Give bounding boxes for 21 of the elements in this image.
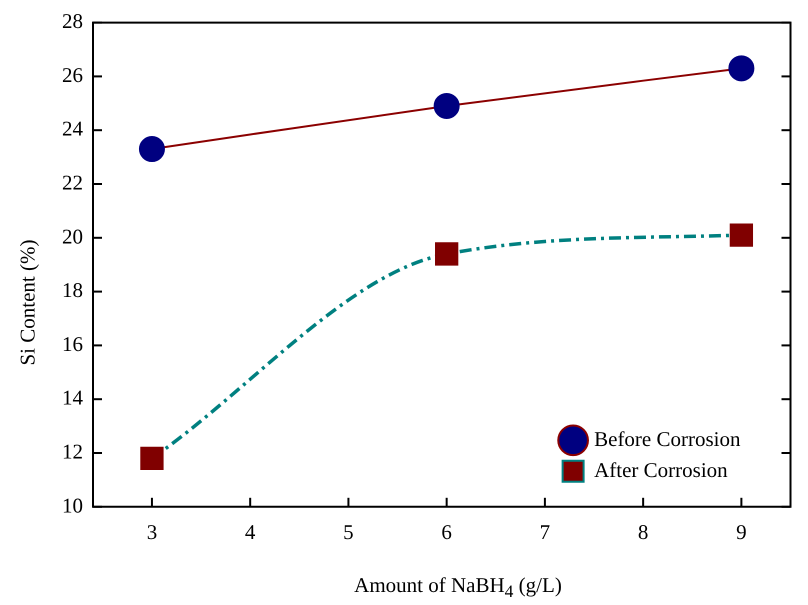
x-tick-label: 5	[343, 520, 354, 544]
y-tick-label: 14	[62, 386, 84, 410]
x-tick-label: 6	[441, 520, 452, 544]
y-tick-label: 20	[62, 224, 83, 248]
legend-label: Before Corrosion	[594, 426, 741, 451]
y-tick-label: 10	[62, 493, 83, 518]
y-tick-label: 24	[62, 116, 84, 141]
x-tick-label: 9	[736, 520, 747, 544]
y-tick-label: 22	[62, 170, 83, 195]
x-tick-label: 8	[638, 520, 648, 544]
y-tick-label: 16	[62, 332, 83, 356]
y-tick-label: 28	[62, 9, 83, 34]
y-tick-label: 26	[62, 62, 83, 87]
legend-label: After Corrosion	[594, 458, 728, 482]
x-axis-title: Amount of NaBH$_{4}$ (g/L)	[353, 573, 563, 602]
x-tick-label: 7	[540, 520, 550, 544]
y-axis-title: Si Content (%)	[16, 238, 40, 368]
y-tick-label: 18	[62, 278, 83, 302]
x-tick-label: 4	[244, 520, 256, 544]
y-tick-label: 12	[62, 440, 83, 464]
x-tick-label: 3	[146, 520, 158, 544]
